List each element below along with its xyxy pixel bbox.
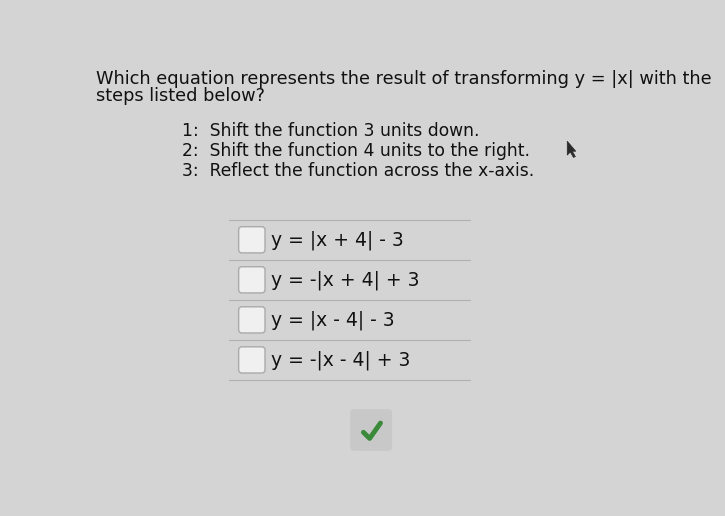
- FancyBboxPatch shape: [239, 347, 265, 373]
- FancyBboxPatch shape: [239, 227, 265, 253]
- Polygon shape: [567, 141, 576, 157]
- Text: y = |x - 4| - 3: y = |x - 4| - 3: [271, 310, 395, 330]
- Text: Which equation represents the result of transforming y = |x| with the: Which equation represents the result of …: [96, 70, 712, 88]
- FancyBboxPatch shape: [350, 409, 392, 451]
- Text: 1:  Shift the function 3 units down.: 1: Shift the function 3 units down.: [182, 122, 479, 140]
- Text: y = -|x + 4| + 3: y = -|x + 4| + 3: [271, 270, 420, 289]
- FancyBboxPatch shape: [239, 267, 265, 293]
- Text: steps listed below?: steps listed below?: [96, 87, 265, 105]
- Text: 3:  Reflect the function across the x-axis.: 3: Reflect the function across the x-axi…: [182, 162, 534, 180]
- Text: 2:  Shift the function 4 units to the right.: 2: Shift the function 4 units to the rig…: [182, 142, 530, 160]
- Text: y = |x + 4| - 3: y = |x + 4| - 3: [271, 230, 404, 250]
- FancyBboxPatch shape: [239, 307, 265, 333]
- Text: y = -|x - 4| + 3: y = -|x - 4| + 3: [271, 350, 410, 369]
